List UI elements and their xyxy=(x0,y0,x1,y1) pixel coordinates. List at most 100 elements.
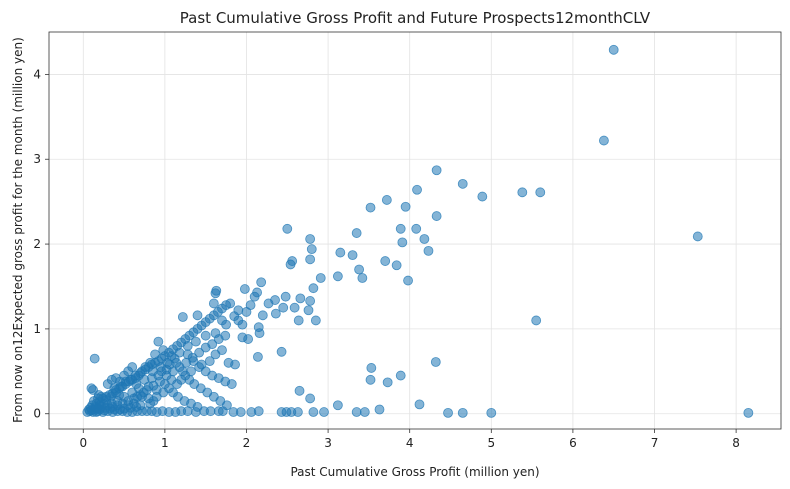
data-point xyxy=(187,352,198,363)
data-point xyxy=(315,273,326,283)
data-point xyxy=(477,191,488,202)
data-point xyxy=(194,347,205,358)
data-point xyxy=(365,374,376,385)
data-point xyxy=(243,334,254,344)
data-point xyxy=(403,275,413,286)
data-point xyxy=(254,328,265,339)
data-point xyxy=(531,315,542,326)
data-point xyxy=(226,379,237,389)
y-tick-label: 1 xyxy=(33,322,41,336)
data-point xyxy=(213,406,224,417)
data-point xyxy=(351,407,362,417)
data-point xyxy=(285,259,296,270)
data-point xyxy=(692,231,703,242)
data-point xyxy=(143,381,154,392)
data-point xyxy=(332,400,343,411)
x-tick-label: 6 xyxy=(569,436,577,450)
plot-frame xyxy=(48,31,782,430)
data-point xyxy=(86,383,97,394)
data-point xyxy=(171,357,182,368)
data-point xyxy=(380,256,391,266)
data-point xyxy=(220,330,231,341)
data-point xyxy=(319,407,329,417)
data-point xyxy=(411,223,422,234)
data-point xyxy=(381,195,392,205)
data-point xyxy=(743,407,754,418)
data-point xyxy=(303,305,314,316)
data-point xyxy=(93,390,104,400)
data-point xyxy=(127,362,138,372)
data-point xyxy=(200,330,211,341)
y-tick-label: 3 xyxy=(33,152,41,166)
data-point xyxy=(150,349,160,360)
data-point xyxy=(599,135,609,146)
data-point xyxy=(186,366,196,377)
data-point xyxy=(210,328,221,339)
data-point xyxy=(295,293,306,304)
data-points xyxy=(82,44,754,418)
y-tick-label: 2 xyxy=(33,237,41,251)
data-point xyxy=(245,300,256,311)
data-point xyxy=(351,228,362,238)
data-point xyxy=(166,374,177,385)
data-point xyxy=(366,363,377,373)
chart-title: Past Cumulative Gross Profit and Future … xyxy=(180,9,651,27)
data-point xyxy=(443,407,453,418)
data-point xyxy=(305,254,316,265)
data-point xyxy=(430,357,441,367)
data-point xyxy=(153,336,164,347)
data-point xyxy=(190,336,201,347)
data-point xyxy=(382,377,393,388)
data-point xyxy=(608,44,619,55)
data-point xyxy=(177,366,188,377)
data-point xyxy=(270,308,281,319)
data-point xyxy=(354,264,365,275)
data-point xyxy=(158,345,169,356)
x-tick-label: 5 xyxy=(487,436,495,450)
data-point xyxy=(308,283,319,294)
x-tick-label: 3 xyxy=(324,436,332,450)
data-point xyxy=(239,284,250,294)
data-point xyxy=(306,244,317,255)
data-point xyxy=(256,277,267,288)
data-point xyxy=(151,385,162,395)
data-point xyxy=(253,351,263,362)
data-point xyxy=(395,370,406,381)
data-point xyxy=(397,237,408,248)
data-point xyxy=(365,202,376,213)
data-point xyxy=(419,234,430,244)
data-point xyxy=(535,187,546,198)
data-point xyxy=(257,310,268,321)
data-point xyxy=(237,319,248,330)
data-point xyxy=(114,390,125,400)
data-point xyxy=(457,407,468,418)
data-point xyxy=(457,178,468,189)
data-point xyxy=(414,399,425,410)
data-point xyxy=(282,223,293,234)
data-point xyxy=(181,357,191,368)
y-axis-label: From now on12Expected gross profit for t… xyxy=(11,37,25,423)
data-point xyxy=(177,312,188,322)
x-tick-label: 0 xyxy=(79,436,87,450)
data-point xyxy=(89,353,100,364)
data-point xyxy=(192,310,203,321)
data-point xyxy=(391,260,402,271)
data-point xyxy=(305,296,316,306)
data-point xyxy=(204,356,215,367)
data-point xyxy=(107,402,118,412)
data-point xyxy=(423,245,434,256)
grid-lines xyxy=(49,32,781,429)
data-point xyxy=(217,345,227,356)
data-point xyxy=(208,298,219,309)
data-point xyxy=(221,319,231,330)
data-point xyxy=(280,291,291,302)
data-point xyxy=(210,288,221,299)
data-point xyxy=(276,346,287,357)
x-tick-label: 7 xyxy=(651,436,659,450)
data-point xyxy=(207,339,218,350)
y-tick-label: 4 xyxy=(33,67,41,81)
data-point xyxy=(293,315,304,326)
data-point xyxy=(294,385,305,396)
data-point xyxy=(305,393,316,404)
